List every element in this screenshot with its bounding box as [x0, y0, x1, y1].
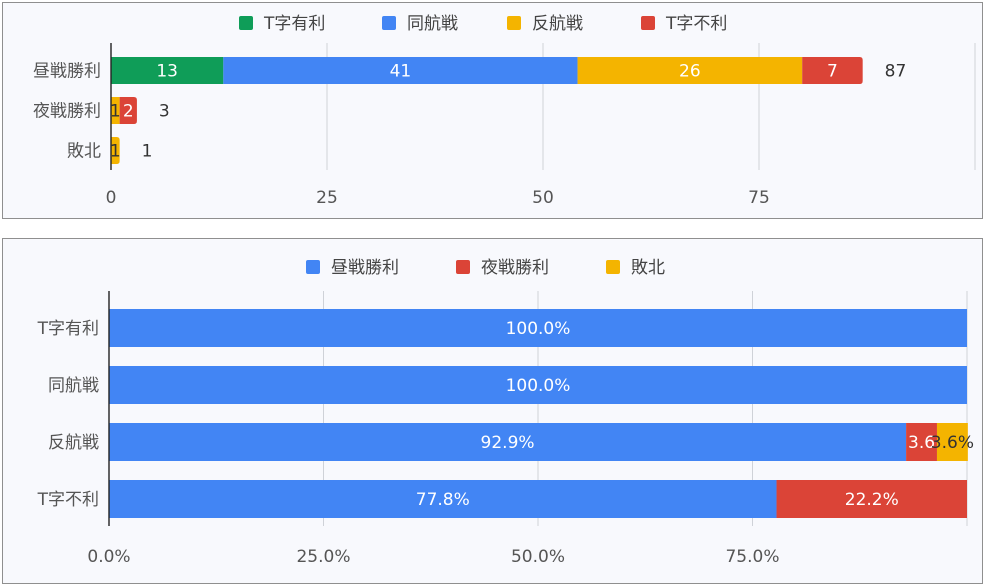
- category-label: T字有利: [37, 319, 99, 339]
- legend-label: T字不利: [665, 14, 727, 34]
- bar-segment: [936, 423, 968, 461]
- x-tick-label: 75.0%: [725, 547, 779, 567]
- bar-segment: [119, 97, 137, 124]
- x-tick-label: 0.0%: [87, 547, 130, 567]
- data-label: 41: [390, 62, 412, 82]
- bar-segment: [111, 137, 120, 164]
- legend-label: 反航戦: [532, 14, 583, 34]
- legend-swatch: [382, 16, 396, 30]
- x-tick-label: 25: [316, 188, 338, 208]
- bar-segment: [906, 423, 937, 461]
- legend-label: 敗北: [631, 258, 665, 278]
- x-tick-label: 50: [532, 188, 554, 208]
- data-label: 7: [827, 62, 838, 82]
- category-label: T字不利: [37, 490, 99, 510]
- data-label: 100.0%: [506, 376, 571, 396]
- stacked-bar-chart-percent: 昼戦勝利 夜戦勝利 敗北 0.0% 25.0% 50.0% 75.0% T字有利 100.0% 同…: [37, 258, 974, 567]
- data-label: 3.6: [908, 433, 935, 453]
- bar-segment: [111, 97, 120, 124]
- data-label: 2: [123, 102, 134, 122]
- category-label: 昼戦勝利: [33, 62, 101, 82]
- data-label: 1: [110, 142, 121, 162]
- data-label: 3.6%: [931, 433, 974, 453]
- bar-segment: [109, 480, 777, 518]
- data-label: 13: [156, 62, 178, 82]
- bar-segment: [776, 480, 967, 518]
- bar-segment: [802, 57, 863, 84]
- legend-swatch: [606, 260, 620, 274]
- legend-label: 昼戦勝利: [331, 258, 399, 278]
- data-label: 22.2%: [845, 490, 899, 510]
- bar-segment: [109, 366, 967, 404]
- total-label: 1: [142, 142, 153, 162]
- legend-label: 夜戦勝利: [481, 258, 549, 278]
- bar-segment: [111, 57, 224, 84]
- bar-segment: [223, 57, 578, 84]
- total-label: 3: [159, 102, 170, 122]
- x-tick-label: 50.0%: [511, 547, 565, 567]
- chart-panel-formation-percent: 昼戦勝利 夜戦勝利 敗北 0.0% 25.0% 50.0% 75.0% T字有利 100.0% 同…: [2, 238, 983, 584]
- legend-label: 同航戦: [407, 14, 458, 34]
- legend-swatch: [507, 16, 521, 30]
- x-tick-label: 25.0%: [296, 547, 350, 567]
- legend-swatch: [306, 260, 320, 274]
- data-label: 100.0%: [506, 319, 571, 339]
- category-label: 同航戦: [48, 376, 99, 396]
- total-label: 87: [885, 62, 907, 82]
- bar-segment: [109, 309, 967, 347]
- legend-swatch: [456, 260, 470, 274]
- category-label: 敗北: [67, 142, 101, 162]
- bar-segment: [109, 423, 907, 461]
- category-label: 反航戦: [48, 433, 99, 453]
- x-tick-label: 75: [748, 188, 770, 208]
- legend-swatch: [239, 16, 253, 30]
- data-label: 77.8%: [416, 490, 470, 510]
- chart-panel-outcome-by-formation: T字有利 同航戦 反航戦 T字不利 0 25 50 75 昼戦勝利 13 41 26 7 87 夜戦勝利 1 2…: [2, 2, 983, 219]
- legend-label: T字有利: [263, 14, 325, 34]
- data-label: 26: [679, 62, 701, 82]
- data-label: 1: [110, 102, 121, 122]
- bar-segment: [577, 57, 803, 84]
- x-tick-label: 0: [106, 188, 117, 208]
- category-label: 夜戦勝利: [33, 102, 101, 122]
- legend-swatch: [641, 16, 655, 30]
- data-label: 92.9%: [481, 433, 535, 453]
